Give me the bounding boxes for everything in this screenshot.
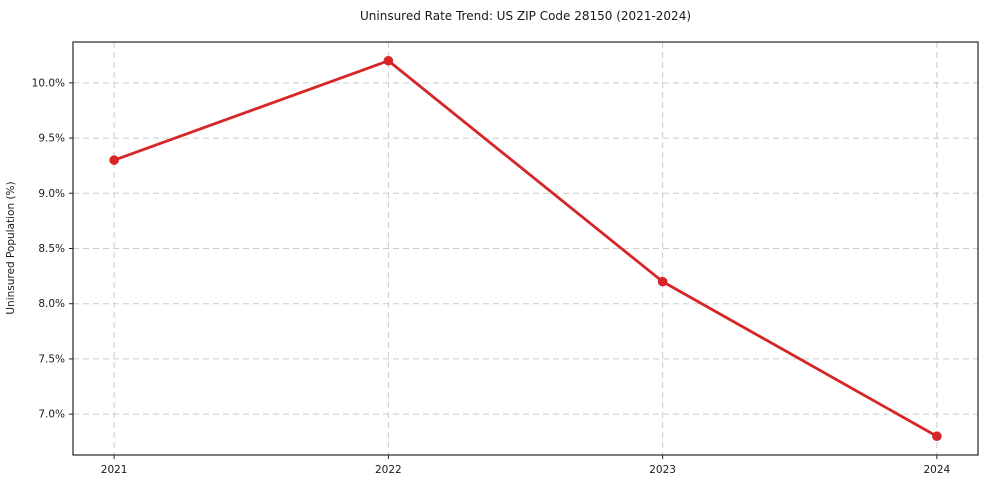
y-tick-label: 9.5% bbox=[38, 133, 65, 145]
y-tick-label: 9.0% bbox=[38, 188, 65, 200]
data-point bbox=[932, 431, 942, 442]
chart-title: Uninsured Rate Trend: US ZIP Code 28150 … bbox=[359, 9, 692, 23]
x-tick-label: 2021 bbox=[101, 464, 128, 476]
y-tick-label: 7.5% bbox=[38, 353, 65, 365]
y-tick-label: 8.5% bbox=[38, 243, 65, 255]
y-tick-label: 8.0% bbox=[38, 298, 65, 310]
data-point bbox=[657, 276, 668, 287]
data-point bbox=[109, 155, 119, 165]
x-tick-label: 2022 bbox=[375, 464, 402, 476]
data-point bbox=[383, 55, 394, 66]
x-tick-label: 2024 bbox=[923, 464, 950, 476]
x-tick-label: 2023 bbox=[649, 464, 676, 476]
trend-line bbox=[112, 59, 939, 438]
y-tick-label: 10.0% bbox=[32, 77, 65, 89]
y-tick-label: 7.0% bbox=[38, 409, 65, 421]
